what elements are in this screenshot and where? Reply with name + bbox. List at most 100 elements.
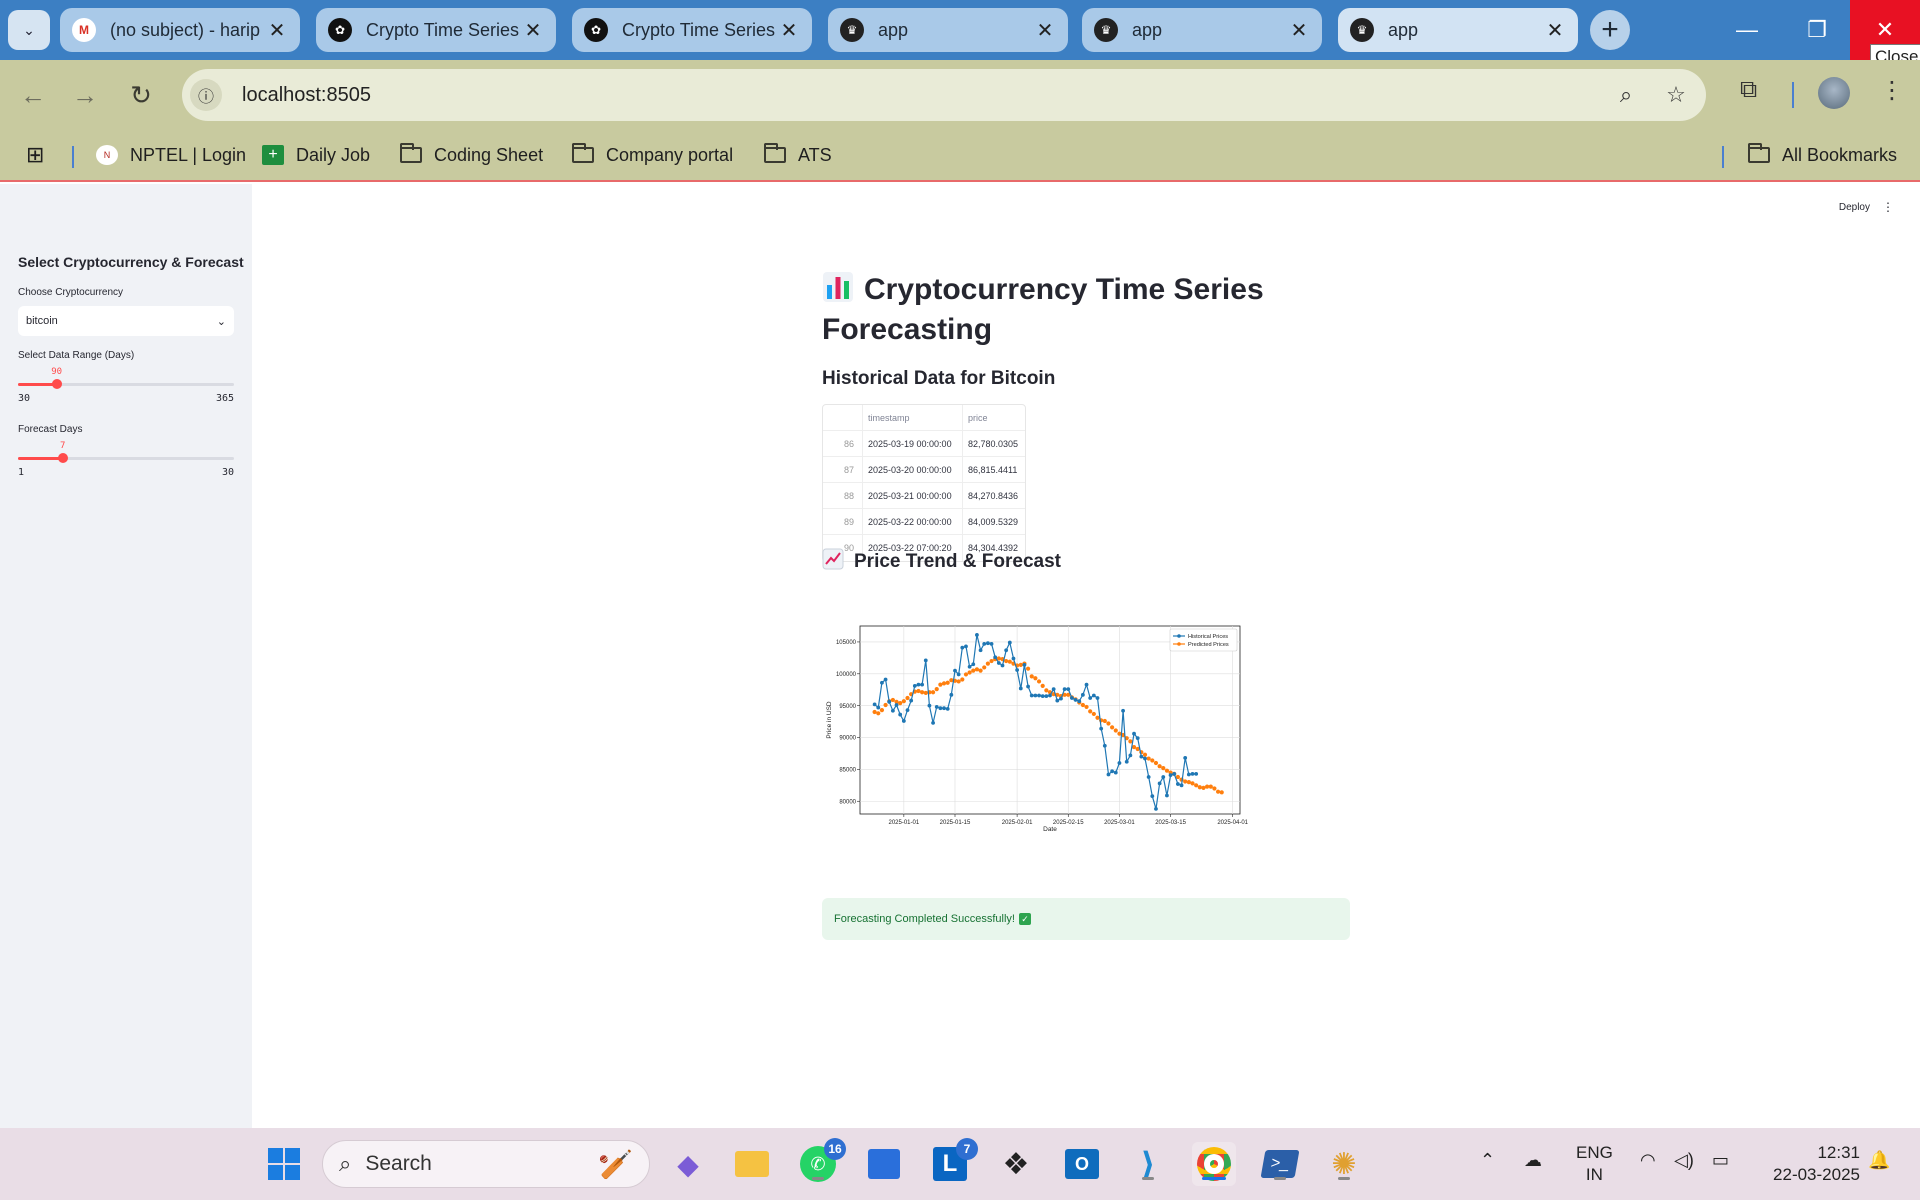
close-icon[interactable]: ✕	[268, 19, 286, 42]
table-row[interactable]: 86 2025-03-19 00:00:00 82,780.0305	[823, 431, 1025, 457]
bookmark-coding-sheet[interactable]: Coding Sheet	[400, 140, 543, 170]
forward-button[interactable]: →	[64, 74, 106, 116]
sidebar-title: Select Cryptocurrency & Forecast	[18, 254, 244, 270]
url-text[interactable]: localhost:8505	[242, 83, 371, 106]
bookmark-daily-job[interactable]: + Daily Job	[262, 140, 370, 170]
zoom-icon[interactable]: ⌕	[1619, 82, 1633, 107]
vscode-icon[interactable]: ⟩	[1140, 1146, 1156, 1182]
whatsapp-icon[interactable]: ✆ 16	[796, 1138, 846, 1186]
column-header[interactable]: timestamp	[863, 405, 963, 430]
slider-max: 365	[215, 393, 234, 404]
data-point-historical	[1102, 743, 1107, 748]
slider-thumb[interactable]	[51, 379, 62, 389]
tab-search-button[interactable]: ⌄	[8, 10, 50, 50]
close-icon[interactable]: ✕	[780, 19, 798, 42]
store-icon[interactable]	[862, 1142, 906, 1186]
tab-app-active[interactable]: ♛ app ✕	[1338, 8, 1578, 52]
tab-gmail[interactable]: M (no subject) - harip ✕	[60, 8, 300, 52]
volume-icon[interactable]: ◁)	[1674, 1150, 1694, 1170]
more-options-icon[interactable]: ⋮	[1882, 200, 1894, 214]
windows-start-icon[interactable]	[262, 1142, 306, 1186]
slider-track[interactable]	[18, 383, 234, 386]
all-bookmarks[interactable]: All Bookmarks	[1748, 140, 1897, 170]
reload-button[interactable]: ↻	[120, 74, 162, 116]
taskbar-search[interactable]: ⌕ Search 🏏	[322, 1140, 650, 1188]
data-point-historical	[942, 706, 946, 711]
data-point-historical	[1154, 807, 1158, 811]
minimize-button[interactable]: —	[1712, 0, 1782, 60]
wifi-icon[interactable]: ◠	[1640, 1150, 1656, 1170]
close-icon[interactable]: ✕	[1546, 19, 1564, 42]
tab-app-1[interactable]: ♛ app ✕	[828, 8, 1068, 52]
outlook-icon[interactable]: O	[1060, 1142, 1104, 1186]
chart-heading: Price Trend & Forecast	[822, 548, 1061, 573]
back-button[interactable]: ←	[12, 74, 54, 116]
site-info-icon[interactable]: ⓘ	[190, 79, 222, 111]
bookmark-company-portal[interactable]: Company portal	[572, 140, 733, 170]
close-icon[interactable]: ✕	[1290, 19, 1308, 42]
profile-avatar[interactable]	[1818, 77, 1850, 109]
onedrive-icon[interactable]: ☁	[1524, 1150, 1542, 1170]
close-icon[interactable]: ✕	[524, 19, 542, 42]
dropbox-icon[interactable]: ❖	[1002, 1147, 1030, 1181]
data-point-historical	[1073, 698, 1078, 702]
range-slider[interactable]: 90 30 365	[18, 363, 234, 404]
clock[interactable]: 12:31 22-03-2025	[1760, 1142, 1860, 1186]
deploy-button[interactable]: Deploy	[1838, 202, 1870, 213]
close-icon[interactable]: ✕	[1036, 19, 1054, 42]
minimize-icon: —	[1736, 17, 1758, 42]
streamlit-icon: ♛	[1094, 18, 1118, 42]
apps-icon[interactable]: ⊞	[26, 142, 45, 167]
restore-button[interactable]: ❐	[1782, 0, 1852, 60]
column-header[interactable]: price	[968, 412, 988, 423]
historical-heading: Historical Data for Bitcoin	[822, 368, 1056, 389]
slider-track[interactable]	[18, 457, 234, 460]
data-point-historical	[923, 658, 928, 663]
data-point-historical	[945, 706, 950, 711]
data-point-predicted	[1091, 711, 1096, 717]
battery-icon[interactable]: ▭	[1712, 1150, 1730, 1170]
crypto-select-value: bitcoin	[26, 315, 58, 327]
pinwheel-app-icon[interactable]: ✺	[1331, 1147, 1357, 1181]
data-point-predicted	[920, 690, 925, 695]
data-point-historical	[1048, 693, 1052, 698]
data-point-predicted	[978, 668, 983, 673]
new-tab-button[interactable]: +	[1590, 10, 1630, 50]
extensions-icon[interactable]: ⧉	[1740, 76, 1758, 103]
data-point-historical	[920, 682, 925, 687]
column-header[interactable]	[823, 405, 863, 430]
bookmark-nptel[interactable]: N NPTEL | Login	[96, 140, 246, 170]
table-row[interactable]: 88 2025-03-21 00:00:00 84,270.8436	[823, 483, 1025, 509]
menu-icon[interactable]: ⋮	[1880, 77, 1904, 104]
chevron-up-icon[interactable]: ⌃	[1480, 1150, 1496, 1170]
powershell-icon[interactable]: >_	[1258, 1142, 1302, 1186]
tab-crypto-1[interactable]: ✿ Crypto Time Series ✕	[316, 8, 556, 52]
tab-title: Crypto Time Series	[622, 19, 776, 40]
chrome-icon[interactable]	[1192, 1142, 1236, 1186]
tab-app-2[interactable]: ♛ app ✕	[1082, 8, 1322, 52]
star-icon[interactable]: ☆	[1666, 82, 1686, 107]
language-indicator[interactable]: ENG IN	[1576, 1143, 1613, 1184]
table-row[interactable]: 90 2025-03-22 07:00:20 84,304.4392	[823, 535, 1025, 561]
data-point-historical	[927, 703, 932, 708]
table-row[interactable]: 89 2025-03-22 00:00:00 84,009.5329	[823, 509, 1025, 535]
bookmark-label: Daily Job	[296, 144, 371, 165]
data-point-predicted	[894, 699, 899, 704]
forecast-slider[interactable]: 7 1 30	[18, 437, 234, 478]
bookmark-ats[interactable]: ATS	[764, 140, 832, 170]
slider-thumb[interactable]	[57, 453, 68, 463]
historical-table[interactable]: timestamp price 86 2025-03-19 00:00:00 82,78…	[822, 404, 1026, 562]
data-point-predicted	[901, 699, 906, 704]
toolbar-divider	[1792, 82, 1794, 108]
tab-crypto-2[interactable]: ✿ Crypto Time Series ✕	[572, 8, 812, 52]
crypto-select[interactable]: bitcoin ⌄	[18, 306, 234, 336]
copilot-icon[interactable]: ◆	[677, 1148, 699, 1180]
bookmarks-bar: ⊞ N NPTEL | Login + Daily Job Coding She…	[0, 130, 1920, 182]
data-point-historical	[1143, 756, 1147, 761]
notifications-icon[interactable]: 🔔	[1868, 1150, 1891, 1170]
table-row[interactable]: 87 2025-03-20 00:00:00 86,815.4411	[823, 457, 1025, 483]
file-explorer-icon[interactable]	[730, 1142, 774, 1186]
address-bar[interactable]: ⓘ localhost:8505 ⌕ ☆	[182, 69, 1706, 121]
data-point-predicted	[1161, 766, 1166, 771]
